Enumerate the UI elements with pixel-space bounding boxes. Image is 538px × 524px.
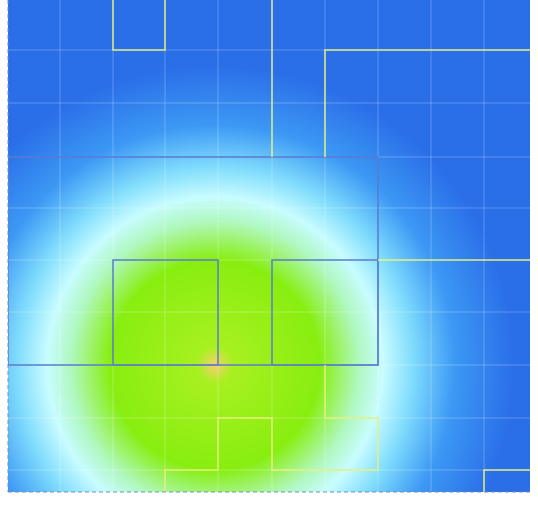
heat-gradient [8,0,530,492]
boundary-lines [112,0,530,492]
frame-border [7,0,530,493]
heat-area [8,0,530,492]
